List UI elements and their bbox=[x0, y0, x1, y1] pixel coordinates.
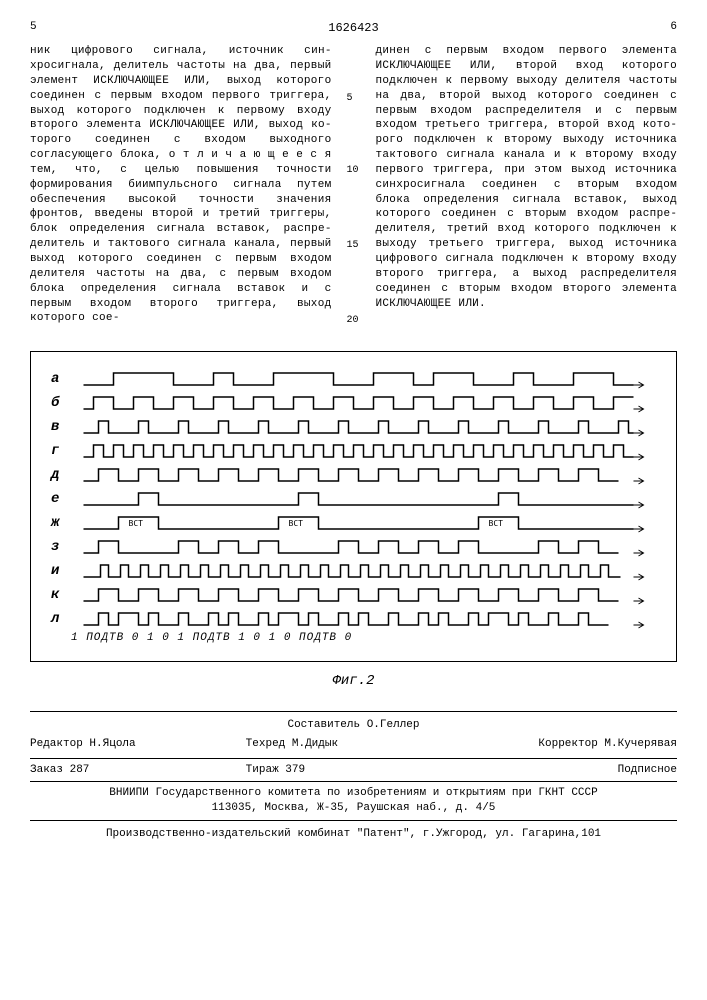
left-page-num: 5 bbox=[30, 20, 37, 36]
waveform-zh: ВСТ ВСТ ВСТ bbox=[71, 513, 656, 533]
corrector: Корректор М.Кучерявая bbox=[461, 737, 677, 752]
bottom-bit-labels: 1 ПОДТВ 0 1 0 1 ПОДТВ 1 0 1 0 ПОДТВ 0 bbox=[71, 631, 656, 646]
signal-g: г bbox=[51, 439, 656, 463]
institution: ВНИИПИ Государственного комитета по изоб… bbox=[30, 782, 677, 821]
waveform-k bbox=[71, 585, 656, 605]
signal-k: к bbox=[51, 583, 656, 607]
editor: Редактор Н.Яцола bbox=[30, 737, 246, 752]
signal-v: в bbox=[51, 415, 656, 439]
signal-a: а bbox=[51, 367, 656, 391]
timing-diagram: а б в г д е bbox=[30, 351, 677, 662]
waveform-d bbox=[71, 465, 656, 485]
text-columns: ник цифрового сигнала, источник син­хрос… bbox=[30, 44, 677, 326]
waveform-a bbox=[71, 369, 656, 389]
signal-z: з bbox=[51, 535, 656, 559]
printer-info: Производственно-издательский комбинат "П… bbox=[30, 821, 677, 842]
signal-b: б bbox=[51, 391, 656, 415]
waveform-v bbox=[71, 417, 656, 437]
right-page-num: 6 bbox=[670, 20, 677, 36]
signal-i: и bbox=[51, 559, 656, 583]
order-num: Заказ 287 bbox=[30, 763, 246, 778]
institution-line1: ВНИИПИ Государственного комитета по изоб… bbox=[30, 786, 677, 801]
line-20: 20 bbox=[347, 314, 359, 328]
waveform-e bbox=[71, 489, 656, 509]
page-header: 5 1626423 6 bbox=[30, 20, 677, 36]
svg-text:ВСТ: ВСТ bbox=[129, 519, 144, 528]
svg-text:ВСТ: ВСТ bbox=[489, 519, 504, 528]
line-5: 5 bbox=[347, 92, 353, 106]
waveform-b bbox=[71, 393, 656, 413]
waveform-i bbox=[71, 561, 656, 581]
credits-block: Составитель О.Геллер Редактор Н.Яцола Те… bbox=[30, 711, 677, 759]
line-10: 10 bbox=[347, 164, 359, 178]
composer: Составитель О.Геллер bbox=[30, 718, 677, 733]
subscription: Подписное bbox=[461, 763, 677, 778]
signal-zh: ж ВСТ ВСТ ВСТ bbox=[51, 511, 656, 535]
svg-text:ВСТ: ВСТ bbox=[289, 519, 304, 528]
left-column: ник цифрового сигнала, источник син­хрос… bbox=[30, 44, 332, 326]
waveform-l bbox=[71, 609, 656, 629]
right-column: динен с первым входом первого эле­мента … bbox=[376, 44, 678, 326]
line-15: 15 bbox=[347, 239, 359, 253]
circulation: Тираж 379 bbox=[246, 763, 462, 778]
signal-e: е bbox=[51, 487, 656, 511]
patent-number: 1626423 bbox=[37, 20, 671, 36]
waveform-z bbox=[71, 537, 656, 557]
tech-editor: Техред М.Дидык bbox=[246, 737, 462, 752]
order-row: Заказ 287 Тираж 379 Подписное bbox=[30, 759, 677, 783]
waveform-g bbox=[71, 441, 656, 461]
signal-d: д bbox=[51, 463, 656, 487]
line-numbers: 5 10 15 20 bbox=[347, 44, 361, 326]
signal-l: л bbox=[51, 607, 656, 631]
institution-line2: 113035, Москва, Ж-35, Раушская наб., д. … bbox=[30, 801, 677, 816]
figure-label: Фиг.2 bbox=[30, 672, 677, 691]
